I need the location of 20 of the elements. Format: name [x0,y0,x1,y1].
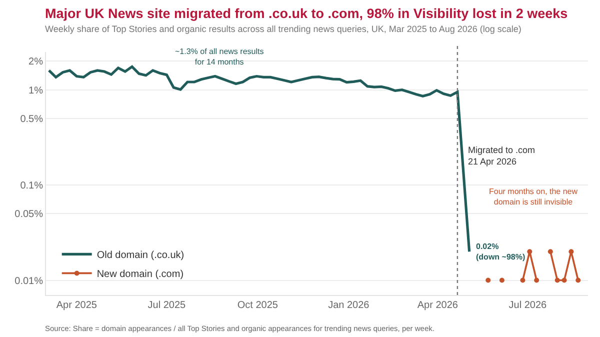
y-tick-label: 0.5% [20,114,44,126]
chart-subtitle: Weekly share of Top Stories and organic results across all trending news queries, UK, Mar 2025 to Aug 2026 (log scale) [45,24,522,34]
x-tick-label: Jan 2026 [328,300,370,311]
x-tick-label: Oct 2025 [237,300,278,311]
x-tick-label: Apr 2025 [56,300,98,311]
x-tick-label: Jul 2025 [148,300,186,311]
y-tick-label: 0.1% [20,180,44,192]
y-tick-label: 1% [28,85,44,96]
chart-title: Major UK News site migrated from .co.uk to .com, 98% in Visibility lost in 2 weeks [45,6,568,21]
annotation: ~1.3% of all news results for 14 months [175,47,264,66]
y-tick-label: 2% [28,56,44,68]
y-tick-label: 0.05% [14,209,44,220]
legend-label: Old domain (.co.uk) [96,250,184,262]
x-tick-label: Apr 2026 [417,300,458,311]
legend-label: New domain (.com) [96,269,184,280]
ref-line-label: Migrated to .com 21 Apr 2026 [468,145,536,167]
annotation: 0.02% (down ~98%) [476,242,526,262]
y-tick-label: 0.01% [14,276,44,287]
x-tick-label: Jul 2026 [508,300,548,311]
annotation: Four months on, the new domain is still invisible [489,187,578,206]
